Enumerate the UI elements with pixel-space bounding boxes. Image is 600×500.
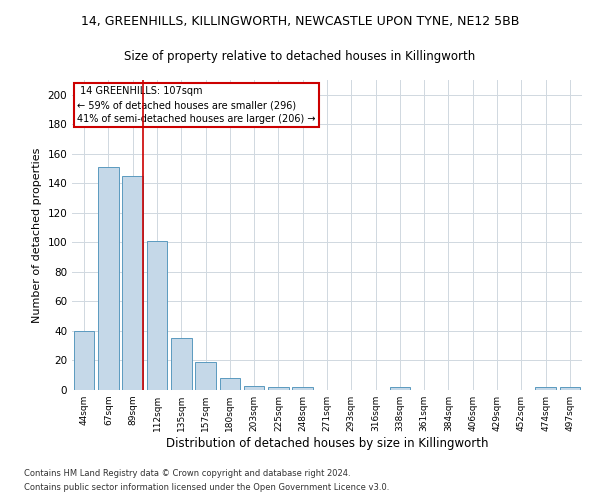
Text: Contains public sector information licensed under the Open Government Licence v3: Contains public sector information licen… xyxy=(24,484,389,492)
Bar xyxy=(195,362,216,390)
Bar xyxy=(122,176,143,390)
Bar xyxy=(146,241,167,390)
Text: 14, GREENHILLS, KILLINGWORTH, NEWCASTLE UPON TYNE, NE12 5BB: 14, GREENHILLS, KILLINGWORTH, NEWCASTLE … xyxy=(81,15,519,28)
Bar xyxy=(535,387,556,390)
Bar xyxy=(244,386,265,390)
Bar xyxy=(171,338,191,390)
Text: Size of property relative to detached houses in Killingworth: Size of property relative to detached ho… xyxy=(124,50,476,63)
X-axis label: Distribution of detached houses by size in Killingworth: Distribution of detached houses by size … xyxy=(166,437,488,450)
Bar xyxy=(98,167,119,390)
Bar xyxy=(74,331,94,390)
Text: 14 GREENHILLS: 107sqm
← 59% of detached houses are smaller (296)
41% of semi-det: 14 GREENHILLS: 107sqm ← 59% of detached … xyxy=(77,86,316,124)
Y-axis label: Number of detached properties: Number of detached properties xyxy=(32,148,42,322)
Text: Contains HM Land Registry data © Crown copyright and database right 2024.: Contains HM Land Registry data © Crown c… xyxy=(24,468,350,477)
Bar xyxy=(220,378,240,390)
Bar xyxy=(389,387,410,390)
Bar xyxy=(268,387,289,390)
Bar xyxy=(560,387,580,390)
Bar xyxy=(292,387,313,390)
